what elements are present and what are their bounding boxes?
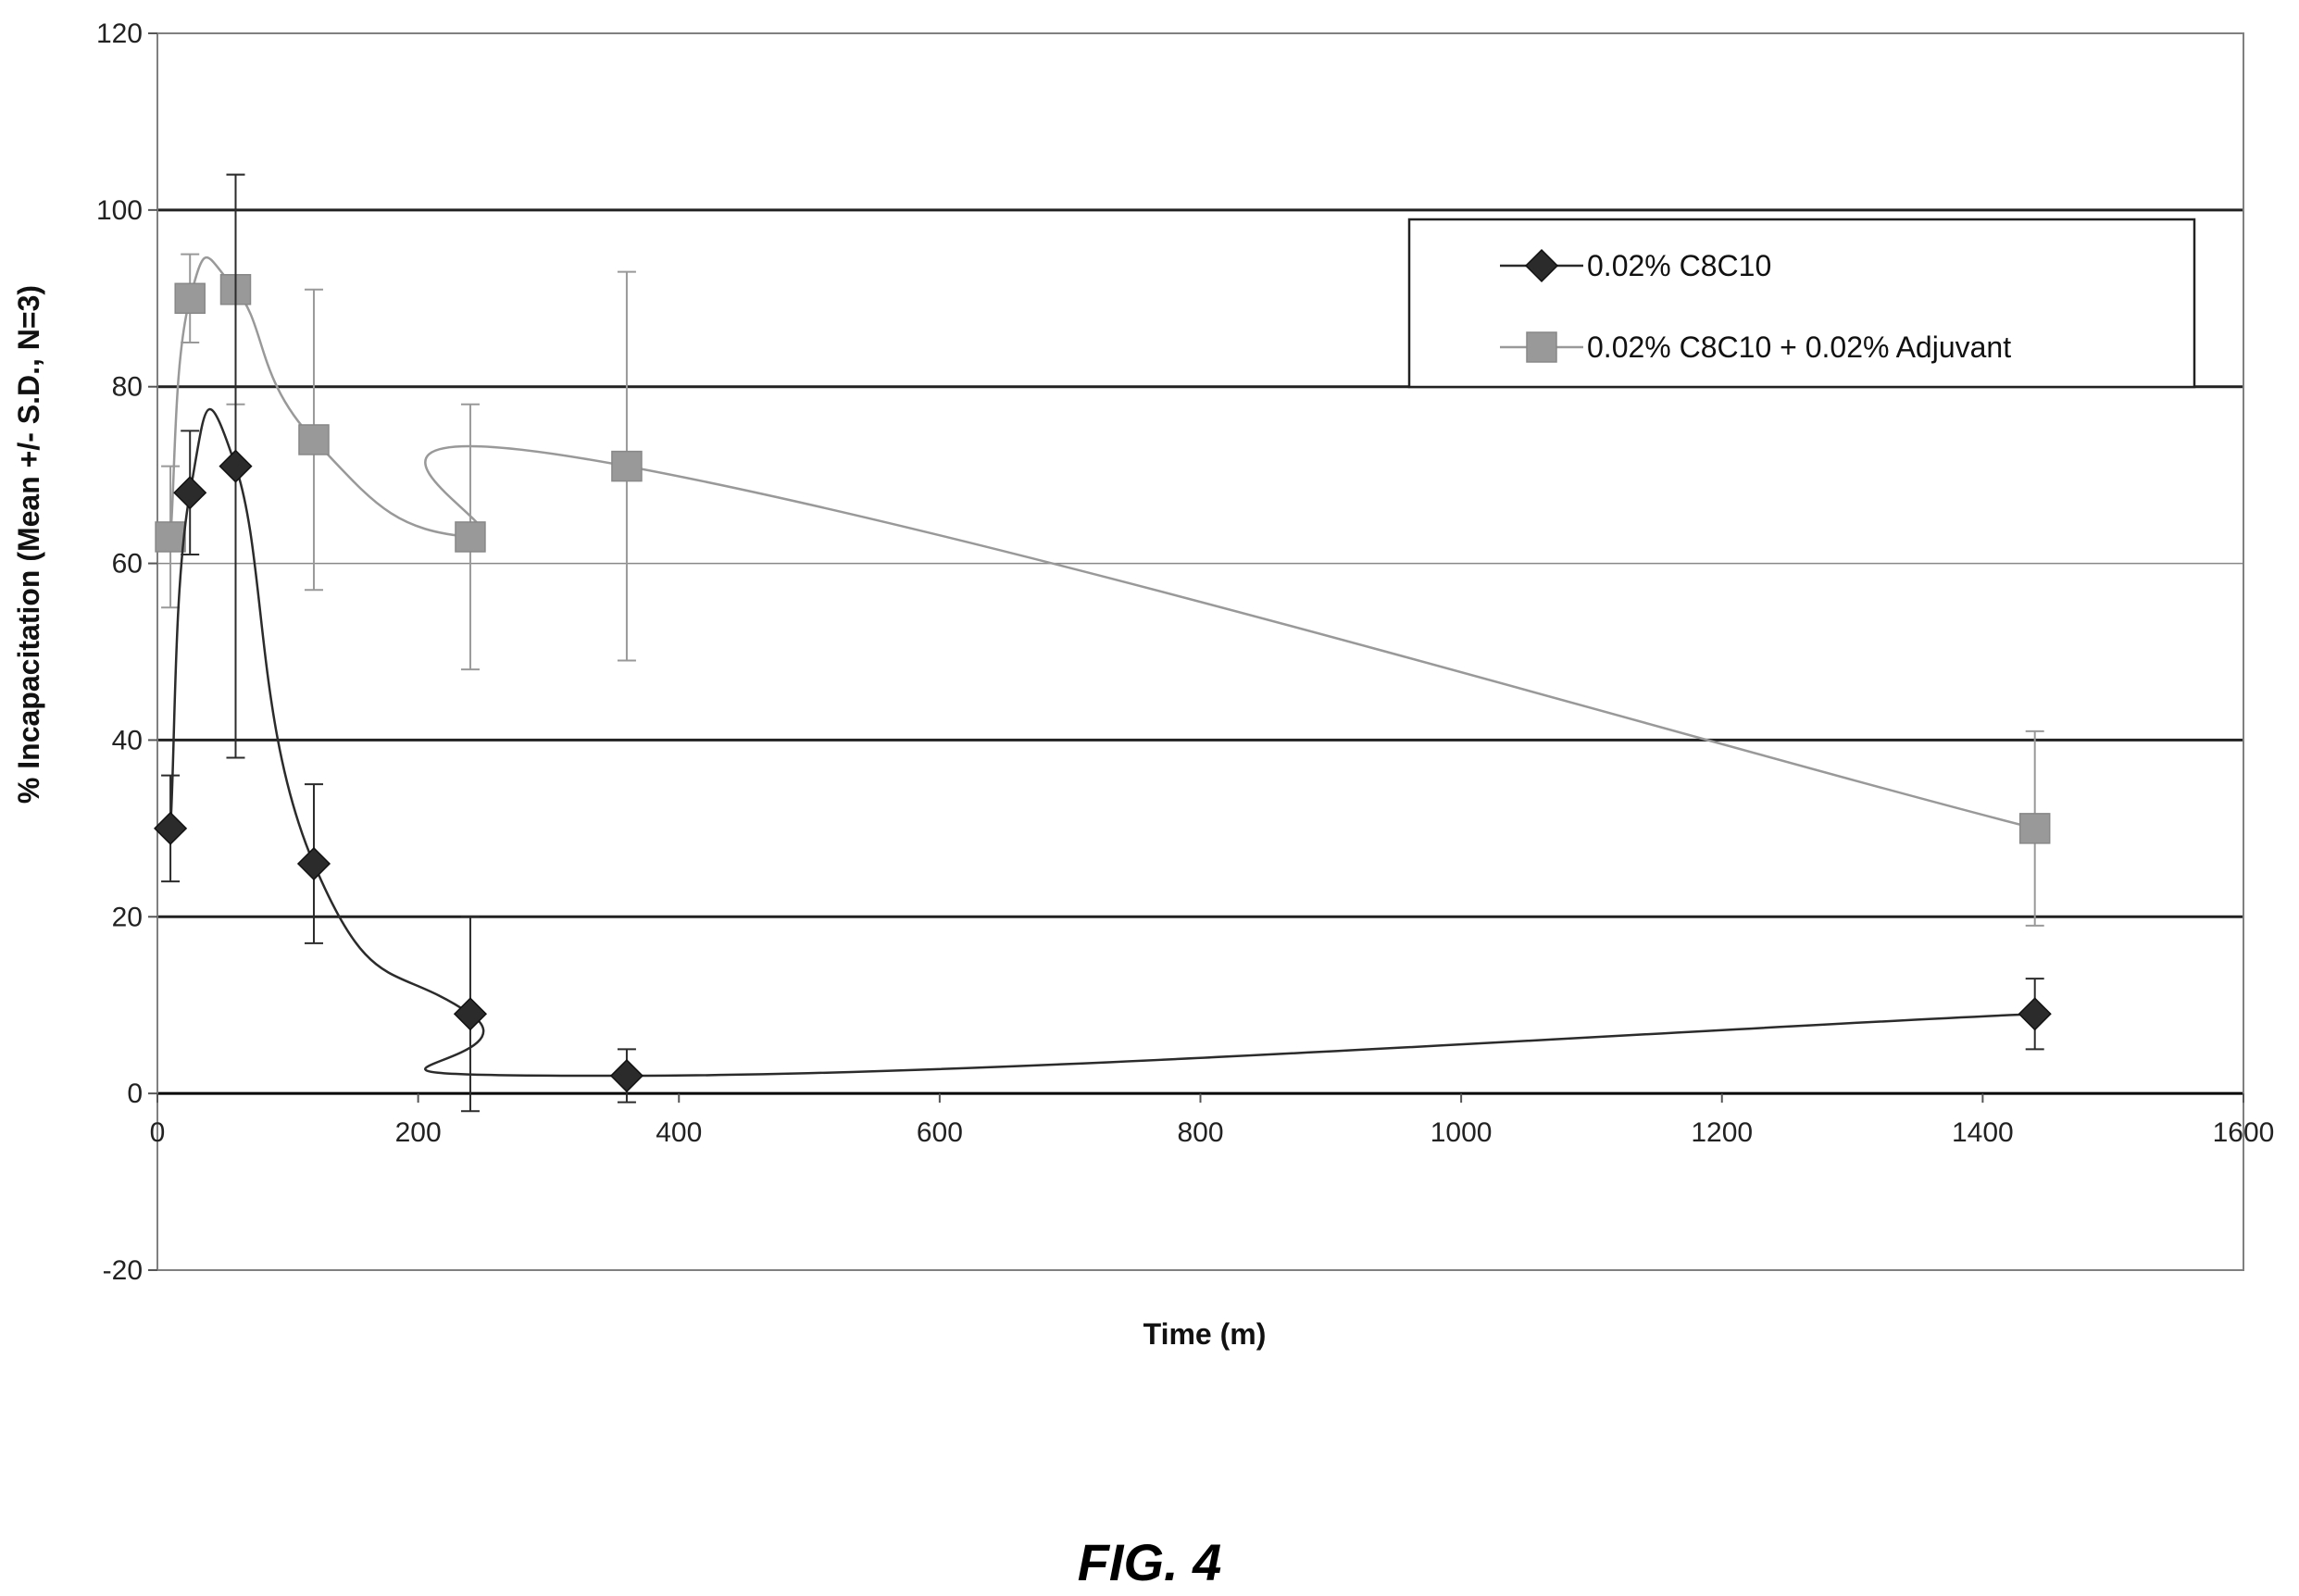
x-tick-label: 400: [656, 1117, 702, 1148]
data-point: [453, 997, 488, 1031]
x-tick-label: 800: [1177, 1117, 1223, 1148]
data-point: [2018, 813, 2051, 844]
data-point: [154, 811, 188, 845]
y-tick-label: 0: [127, 1079, 143, 1109]
x-tick-label: 200: [395, 1117, 442, 1148]
y-tick-label: -20: [103, 1255, 143, 1286]
y-tick-label: 20: [112, 902, 143, 932]
plot-area-frame: [156, 32, 2244, 1271]
data-point: [2018, 997, 2052, 1031]
x-tick-label: 1600: [2213, 1117, 2275, 1148]
y-tick-label: 100: [96, 195, 143, 226]
legend-label: 0.02% C8C10 + 0.02% Adjuvant: [1587, 330, 2011, 364]
legend-swatch-marker: [1524, 248, 1559, 283]
x-tick-label: 1400: [1952, 1117, 2014, 1148]
y-axis-title: % Incapacitation (Mean +/- S.D., N=3): [12, 285, 45, 804]
figure-label: FIG. 4: [1077, 1533, 1222, 1591]
data-point: [174, 282, 206, 315]
legend-label: 0.02% C8C10: [1587, 249, 1771, 282]
y-tick-label: 80: [112, 372, 143, 403]
data-point: [455, 521, 486, 553]
y-tick-label: 40: [112, 725, 143, 755]
data-point: [173, 476, 207, 510]
x-tick-label: 600: [917, 1117, 963, 1148]
gridlines: [157, 208, 2243, 1095]
data-point: [219, 449, 253, 483]
y-tick-label: 60: [112, 549, 143, 580]
data-point: [609, 1058, 643, 1093]
data-point: [296, 846, 331, 881]
data-point: [298, 424, 330, 455]
series-square: [155, 173, 2051, 927]
x-tick-label: 1200: [1691, 1117, 1753, 1148]
x-tick-label: 0: [150, 1117, 166, 1148]
legend-swatch-marker: [1526, 331, 1557, 363]
series-diamond: [154, 173, 2052, 1113]
data-point: [611, 450, 643, 482]
series-layer: [154, 173, 2052, 1113]
x-axis-title: Time (m): [1143, 1317, 1267, 1351]
legend: 0.02% C8C10 0.02% C8C10 + 0.02% Adjuvant: [1407, 218, 2196, 389]
y-tick-label: 120: [96, 19, 143, 49]
x-tick-label: 1000: [1431, 1117, 1493, 1148]
data-point: [155, 521, 186, 553]
series-line: [169, 407, 2035, 1078]
